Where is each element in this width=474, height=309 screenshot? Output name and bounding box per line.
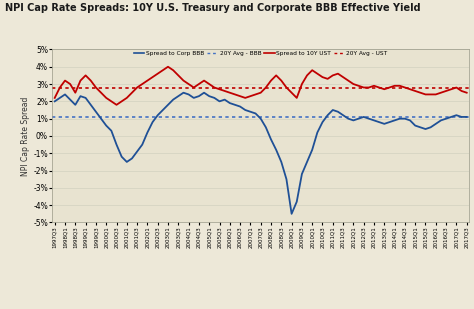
Text: NPI Cap Rate Spreads: 10Y U.S. Treasury and Corporate BBB Effective Yield: NPI Cap Rate Spreads: 10Y U.S. Treasury …	[5, 3, 420, 13]
Legend: Spread to Corp BBB, 20Y Avg - BBB, Spread to 10Y UST, 20Y Avg - UST: Spread to Corp BBB, 20Y Avg - BBB, Sprea…	[132, 49, 390, 59]
Y-axis label: NPI Cap Rate Spread: NPI Cap Rate Spread	[21, 96, 30, 176]
